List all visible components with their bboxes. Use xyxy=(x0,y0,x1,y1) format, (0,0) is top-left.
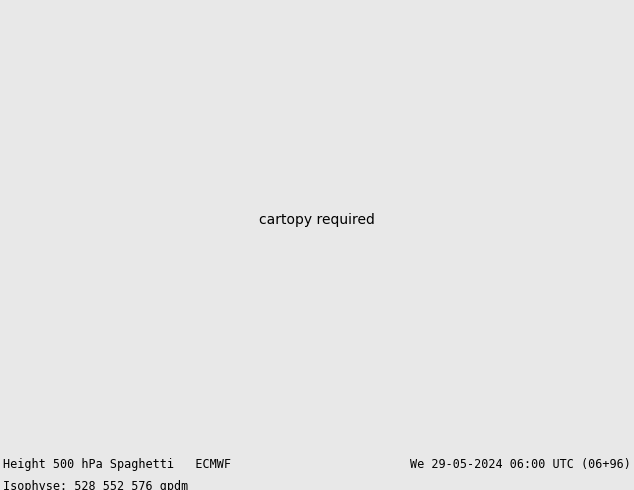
Text: cartopy required: cartopy required xyxy=(259,213,375,227)
Text: Height 500 hPa Spaghetti   ECMWF: Height 500 hPa Spaghetti ECMWF xyxy=(3,458,231,471)
Text: Isophyse: 528 552 576 gpdm: Isophyse: 528 552 576 gpdm xyxy=(3,480,188,490)
Text: We 29-05-2024 06:00 UTC (06+96): We 29-05-2024 06:00 UTC (06+96) xyxy=(410,458,631,471)
